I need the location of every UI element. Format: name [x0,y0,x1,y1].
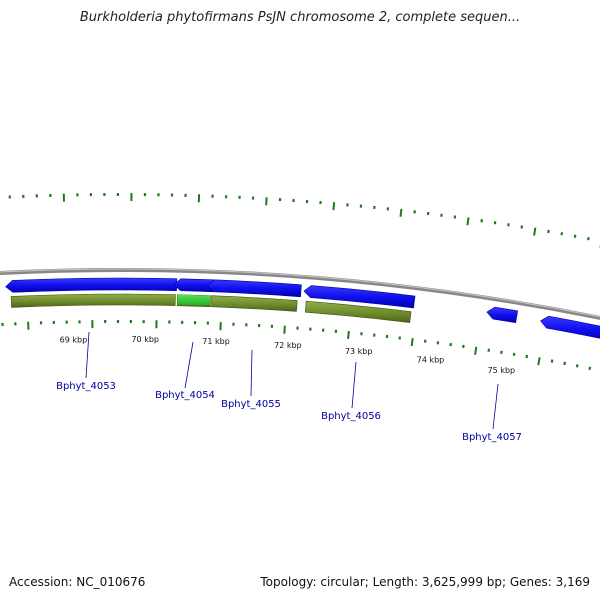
scale-minor-tick [550,359,554,363]
highlighted-cds-block[interactable] [177,294,211,306]
outer-major-tick [332,202,336,211]
gene-label-leader [184,341,194,389]
gene-feature-Bphyt_4056[interactable] [303,285,416,323]
gene-label-leader [351,361,357,409]
gene-labels: Bphyt_4053 Bphyt_4054 Bphyt_4055 Bphyt_4056… [56,331,522,443]
cds-block[interactable] [10,293,176,308]
outer-minor-tick [547,229,550,234]
gene-label-Bphyt_4053[interactable]: Bphyt_4053 [56,381,116,392]
scale-minor-tick [575,364,579,368]
outer-minor-tick [560,232,564,236]
page-title: Burkholderia phytofirmans PsJN chromosom… [79,10,521,25]
gene-label-leader [492,383,499,430]
scale-label: 71 kbp [202,337,230,346]
scale-label: 74 kbp [417,356,445,365]
gene-label-Bphyt_4055[interactable]: Bphyt_4055 [221,399,281,410]
gene-label-Bphyt_4057[interactable]: Bphyt_4057 [462,432,522,443]
scale-major-tick [410,337,414,347]
scale-label: 75 kbp [488,366,516,375]
scale-labels: 69 kbp 70 kbp 71 kbp 72 kbp 73 kbp 74 kbp 75 k… [60,335,515,375]
gene-arrow[interactable] [540,315,600,341]
gene-track [5,277,600,341]
genome-summary-text: Topology: circular; Length: 3,625,999 bp… [260,575,590,589]
gene-label-leader [250,349,253,397]
outer-minor-tick [573,234,577,238]
outer-major-tick [466,217,470,226]
scale-major-tick [537,357,541,366]
gene-arrow[interactable] [173,278,215,293]
outer-tick-track [8,192,600,248]
gene-arrow[interactable] [486,306,519,324]
scale-label: 70 kbp [131,335,159,344]
cds-block[interactable] [304,300,412,323]
scale-minor-tick [588,366,592,371]
scale-label: 69 kbp [60,335,88,344]
gene-feature-unlabeled[interactable] [540,315,600,341]
gene-feature-Bphyt_4054[interactable] [173,278,215,307]
chromosome-backbone [0,268,600,320]
outer-major-tick [533,227,537,236]
gene-feature-Bphyt_4055[interactable] [207,279,302,312]
gene-arrow[interactable] [303,285,416,309]
scale-major-tick [474,346,478,355]
gene-feature-Bphyt_4057[interactable] [486,306,519,324]
scale-minor-tick [563,361,566,366]
outer-minor-tick [587,236,590,241]
gene-feature-Bphyt_4053[interactable] [5,277,178,308]
outer-major-tick [399,208,403,217]
scale-major-tick [283,325,286,334]
scale-minor-tick [525,354,529,359]
cds-block[interactable] [210,295,298,312]
scale-major-tick [347,330,350,340]
gene-label-Bphyt_4054[interactable]: Bphyt_4054 [155,390,215,401]
gene-arrow[interactable] [5,277,178,293]
scale-label: 73 kbp [345,347,373,356]
gene-label-leader [85,331,90,379]
backbone-line [0,268,600,320]
gene-arrow[interactable] [207,279,302,298]
gene-label-Bphyt_4056[interactable]: Bphyt_4056 [321,411,381,422]
scale-tick-track [1,319,592,371]
scale-label: 72 kbp [274,341,302,350]
accession-text: Accession: NC_010676 [9,575,146,589]
